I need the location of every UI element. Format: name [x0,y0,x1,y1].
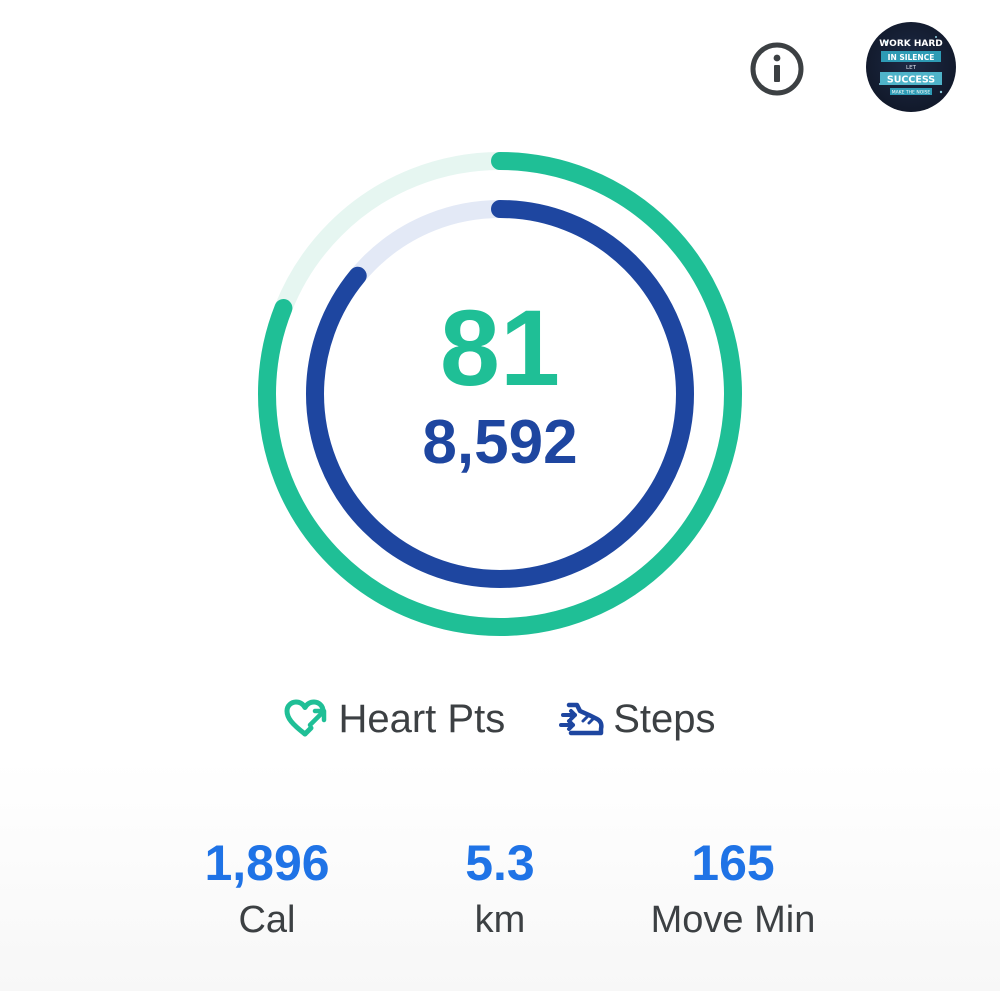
calories-value: 1,896 [204,835,330,891]
move-minutes-unit: Move Min [650,899,816,941]
stat-move-minutes[interactable]: 165 Move Min [603,834,863,948]
avatar-text-line5: MAKE THE NOISE [892,90,931,96]
info-icon [750,42,804,96]
steps-ring [306,200,694,588]
avatar-text-line1: WORK HARD [879,39,943,49]
avatar-text-line2: IN SILENCE [888,53,935,62]
legend-steps-label: Steps [613,697,716,741]
avatar-image: WORK HARD IN SILENCE LET SUCCESS MAKE TH… [879,36,943,96]
goal-rings[interactable] [254,148,746,640]
stat-calories[interactable]: 1,896 Cal [137,834,397,948]
stat-distance[interactable]: 5.3 km [370,834,630,948]
steps-value: 8,592 [422,408,578,477]
distance-value: 5.3 [465,835,535,891]
info-button[interactable] [748,40,806,98]
calories-unit: Cal [238,899,296,941]
daily-stats: 1,896 Cal 5.3 km 165 Move Min [0,834,1000,954]
heart-pts-value: 81 [439,287,561,408]
heart-pts-ring [258,152,742,636]
legend-steps[interactable]: Steps [559,694,716,744]
avatar-text-line4: SUCCESS [887,75,935,86]
avatar[interactable]: WORK HARD IN SILENCE LET SUCCESS MAKE TH… [866,22,956,112]
avatar-text-line3: LET [906,65,917,71]
distance-unit: km [474,899,526,941]
steps-shoe-icon [559,702,604,736]
ring-legend: Heart Pts Steps [0,694,1000,744]
heart-pts-icon [284,699,327,737]
ring-center-values: 81 8,592 [254,148,746,640]
legend-heart-pts[interactable]: Heart Pts [284,694,505,744]
move-minutes-value: 165 [691,835,775,891]
legend-heart-pts-label: Heart Pts [338,697,506,741]
